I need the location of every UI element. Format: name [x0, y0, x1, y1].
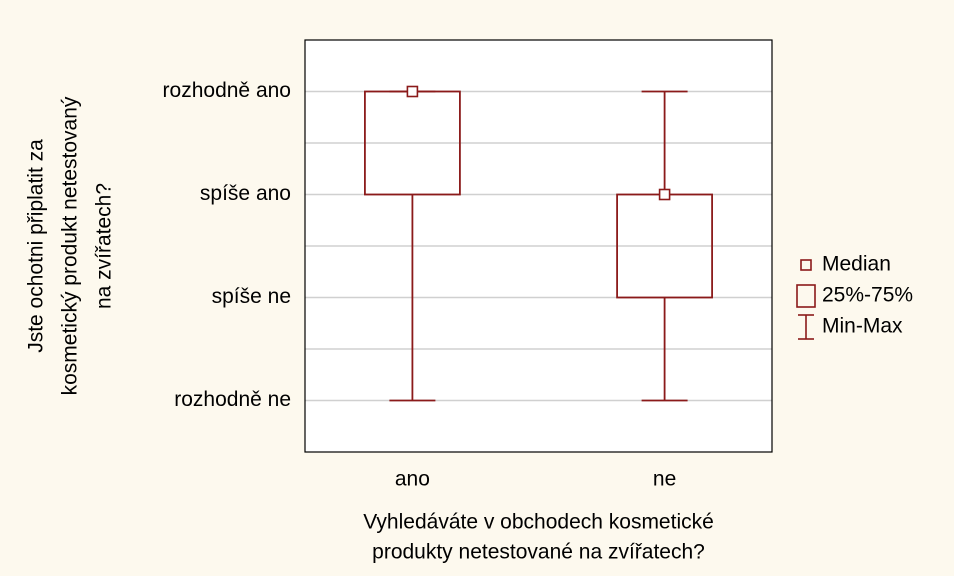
x-tick-label: ne [653, 468, 676, 491]
x-axis-label: produkty netestované na zvířatech? [372, 541, 705, 564]
legend-label: Min-Max [822, 315, 903, 338]
median-marker [406, 85, 419, 98]
y-tick-label: rozhodně ano [163, 79, 291, 102]
y-axis-label: kosmetický produkt netestovaný [59, 96, 82, 395]
legend-label: Median [822, 253, 891, 276]
y-axis-label: na zvířatech? [93, 183, 116, 309]
x-axis-label: Vyhledáváte v obchodech kosmetické [363, 511, 714, 534]
y-tick-label: rozhodně ne [174, 388, 291, 411]
y-tick-label: spíše ano [200, 182, 291, 205]
plot-frame [304, 39, 773, 453]
y-axis-label: Jste ochotni připlatit za [25, 139, 48, 353]
median-marker [658, 188, 671, 201]
legend-median-icon [800, 259, 812, 271]
x-tick-label: ano [395, 468, 430, 491]
legend-box-icon [796, 284, 816, 308]
legend-label: 25%-75% [822, 284, 913, 307]
y-tick-label: spíše ne [212, 285, 291, 308]
